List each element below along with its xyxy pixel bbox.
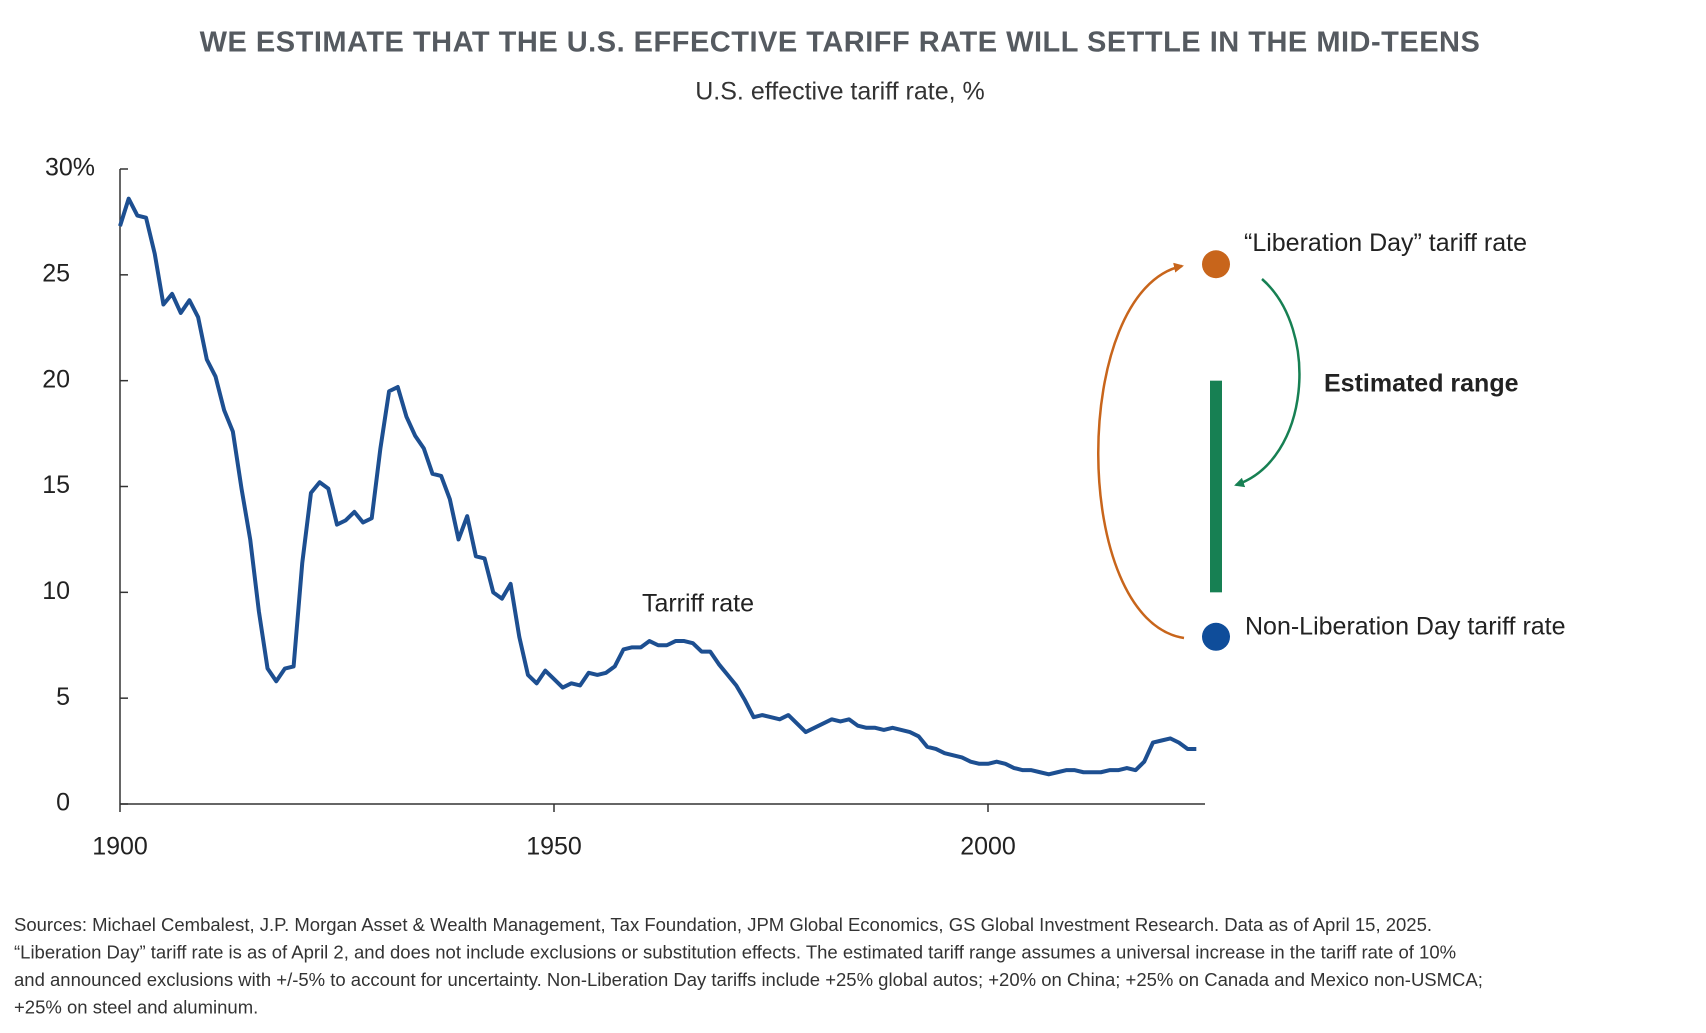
x-tick-label: 2000	[960, 833, 1016, 861]
range-bar	[1210, 380, 1222, 593]
series-label: Tarriff rate	[642, 590, 754, 618]
x-tick-label: 1950	[526, 833, 582, 861]
marker-label: Non-Liberation Day tariff rate	[1245, 612, 1566, 640]
arrow	[1234, 278, 1301, 488]
y-tick-label: 15	[42, 471, 70, 499]
y-tick-label: 10	[42, 577, 70, 605]
y-tick-label: 25	[42, 259, 70, 287]
marker-dot	[1202, 250, 1230, 279]
y-tick-label: 30%	[45, 154, 95, 182]
y-tick-label: 5	[56, 683, 70, 711]
footnote: and announced exclusions with +/-5% to a…	[14, 969, 1483, 990]
footnote: Sources: Michael Cembalest, J.P. Morgan …	[14, 914, 1432, 935]
y-tick-label: 0	[56, 789, 70, 817]
marker-label: “Liberation Day” tariff rate	[1244, 229, 1527, 257]
chart-title: WE ESTIMATE THAT THE U.S. EFFECTIVE TARI…	[200, 27, 1481, 59]
x-tick-label: 1900	[92, 833, 148, 861]
marker-dot	[1202, 622, 1230, 651]
footnote: +25% on steel and aluminum.	[14, 996, 258, 1017]
chart-subtitle: U.S. effective tariff rate, %	[695, 78, 984, 106]
series-line	[118, 196, 1197, 777]
arrow	[1097, 262, 1185, 640]
footnote: “Liberation Day” tariff rate is as of Ap…	[14, 941, 1456, 962]
range-label: Estimated range	[1324, 370, 1519, 398]
y-tick-label: 20	[42, 365, 70, 393]
